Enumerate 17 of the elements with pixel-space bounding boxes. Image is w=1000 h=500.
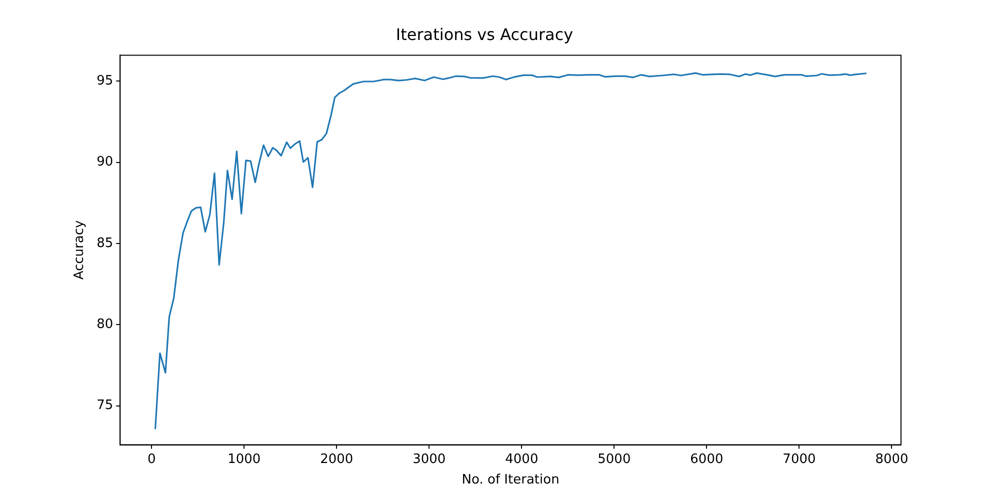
x-tick-label: 6000	[690, 452, 724, 467]
x-tick-label: 0	[147, 452, 156, 467]
y-tick-label: 95	[96, 74, 114, 89]
y-tick-label: 75	[96, 398, 114, 414]
x-tick-label: 2000	[320, 452, 354, 467]
x-tick-label: 5000	[598, 452, 631, 467]
x-tick-label: 3000	[412, 452, 446, 467]
x-tick-label: 1000	[228, 452, 261, 467]
x-tick-label: 8000	[875, 452, 908, 467]
y-tick-label: 80	[96, 317, 114, 332]
x-tick-label: 7000	[782, 452, 816, 467]
y-axis-title: Accuracy	[72, 220, 88, 280]
x-axis-title: No. of Iteration	[462, 472, 560, 488]
chart-title: Iterations vs Accuracy	[396, 24, 574, 44]
y-tick-label: 90	[96, 154, 114, 170]
x-tick-label: 4000	[505, 452, 538, 467]
y-tick-label: 85	[96, 236, 114, 251]
